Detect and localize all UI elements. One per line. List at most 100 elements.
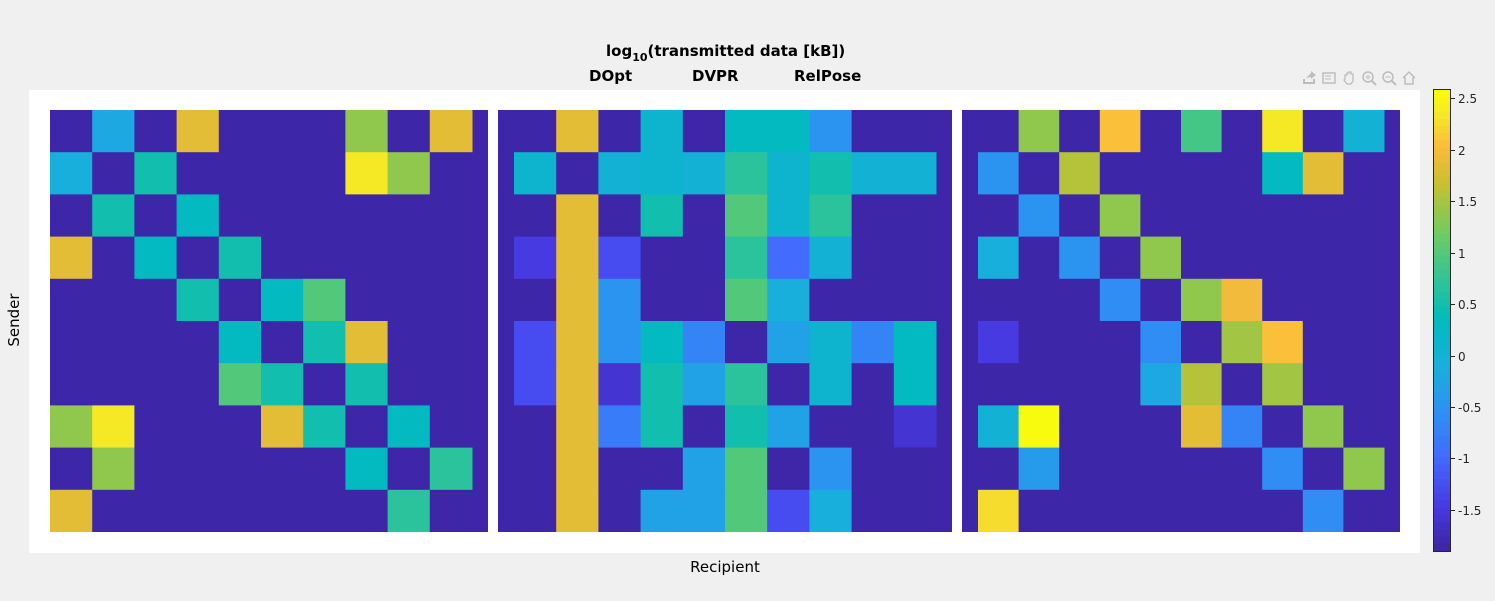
heatmap-cell (809, 194, 853, 238)
colorbar-segment (1434, 212, 1450, 221)
heatmap-cell (893, 489, 937, 532)
heatmap-cell (387, 321, 431, 364)
heatmap-cell (1262, 321, 1304, 364)
heatmap-cell (851, 363, 895, 406)
colorbar-segment (1434, 176, 1450, 185)
heatmap-cell (682, 110, 726, 153)
heatmap-cell (978, 110, 1020, 153)
heatmap-cell (134, 110, 178, 153)
heatmap-cell (767, 321, 810, 364)
heatmap-cell (387, 236, 431, 280)
title-main: log (606, 42, 633, 60)
heatmap-cell (1059, 278, 1101, 322)
zoom-in-icon[interactable] (1360, 69, 1378, 87)
heatmap-relpose[interactable] (962, 110, 1400, 532)
heatmap-dopt[interactable] (50, 110, 488, 532)
heatmap-cell (1099, 321, 1141, 364)
heatmap-cell (809, 447, 853, 491)
colorbar-segment (1434, 277, 1450, 286)
heatmap-cell (1018, 236, 1060, 280)
heatmap-cell (893, 278, 937, 322)
heatmap-cell (682, 278, 726, 322)
heatmap-dvpr[interactable] (498, 110, 952, 532)
heatmap-cell (261, 489, 304, 532)
heatmap-cell (134, 278, 178, 322)
heatmap-cell (1099, 489, 1141, 532)
heatmap-cell (387, 110, 431, 153)
heatmap-cell (1181, 321, 1223, 364)
colorbar[interactable] (1433, 89, 1451, 552)
heatmap-cell (1262, 447, 1304, 491)
heatmap-cell (92, 447, 135, 491)
pan-icon[interactable] (1340, 69, 1358, 87)
heatmap-cell (1221, 110, 1263, 153)
heatmap-cell (1099, 363, 1141, 406)
heatmap-cell (809, 278, 853, 322)
heatmap-cell (1181, 236, 1223, 280)
heatmap-cell (598, 363, 642, 406)
heatmap-cell (1099, 152, 1141, 195)
heatmap-cell (1343, 152, 1385, 195)
heatmap-cell (809, 236, 853, 280)
colorbar-tick: 0.5 (1451, 298, 1491, 312)
colorbar-segment (1434, 198, 1450, 206)
heatmap-cell (978, 236, 1020, 280)
colorbar-segment (1434, 241, 1450, 250)
colorbar-tick-mark (1451, 149, 1455, 151)
heatmap-cell (1343, 110, 1385, 153)
colorbar-segment (1434, 385, 1450, 394)
heatmap-cell (1059, 363, 1101, 406)
heatmap-cell (1302, 278, 1344, 322)
colorbar-segment (1434, 543, 1450, 552)
heatmap-cell (514, 236, 557, 280)
heatmap-cell (50, 110, 93, 153)
heatmap-cell (851, 447, 895, 491)
colorbar-tick-label: -0.5 (1458, 400, 1482, 415)
heatmap-cell (640, 447, 684, 491)
colorbar-segment (1434, 226, 1450, 235)
heatmap-cell (1018, 152, 1060, 195)
heatmap-title-relpose: RelPose (794, 67, 862, 85)
heatmap-cell (809, 152, 853, 195)
colorbar-segment (1434, 118, 1450, 127)
heatmap-cell (1140, 447, 1182, 491)
heatmap-cell (1221, 236, 1263, 280)
y-axis-label: Sender (5, 293, 23, 347)
heatmap-cell (1018, 405, 1060, 449)
heatmap-cell (303, 489, 346, 532)
colorbar-segment (1434, 320, 1450, 329)
heatmap-cell (978, 194, 1020, 238)
export-icon[interactable] (1300, 69, 1318, 87)
heatmap-cell (387, 489, 431, 532)
colorbar-tick-mark (1451, 406, 1455, 408)
colorbar-segment (1434, 457, 1450, 466)
heatmap-cell (1302, 110, 1344, 153)
heatmap-cell (261, 405, 304, 449)
colorbar-segment (1434, 205, 1450, 214)
colorbar-segment (1434, 306, 1450, 314)
heatmap-cell (387, 447, 431, 491)
heatmap-cell (809, 110, 853, 153)
heatmap-cell (767, 152, 810, 195)
colorbar-tick-mark (1451, 355, 1455, 357)
brush-icon[interactable] (1320, 69, 1338, 87)
colorbar-tick-label: 0.5 (1458, 298, 1478, 313)
colorbar-segment (1434, 104, 1450, 113)
colorbar-tick-label: 0 (1458, 349, 1466, 364)
heatmap-cell (303, 405, 346, 449)
heatmap-cell (640, 405, 684, 449)
heatmap-cell (978, 321, 1020, 364)
heatmap-cell (218, 236, 262, 280)
colorbar-gradient (1434, 90, 1450, 552)
heatmap-cell (218, 489, 262, 532)
heatmap-cell (345, 236, 389, 280)
home-icon[interactable] (1400, 69, 1418, 87)
heatmap-cell (218, 278, 262, 322)
heatmap-cell (978, 363, 1020, 406)
colorbar-segment (1434, 334, 1450, 343)
heatmap-cell (1181, 447, 1223, 491)
heatmap-cell (1343, 236, 1385, 280)
heatmap-cell (134, 405, 178, 449)
zoom-out-icon[interactable] (1380, 69, 1398, 87)
title-rest: (transmitted data [kB]) (647, 42, 846, 60)
